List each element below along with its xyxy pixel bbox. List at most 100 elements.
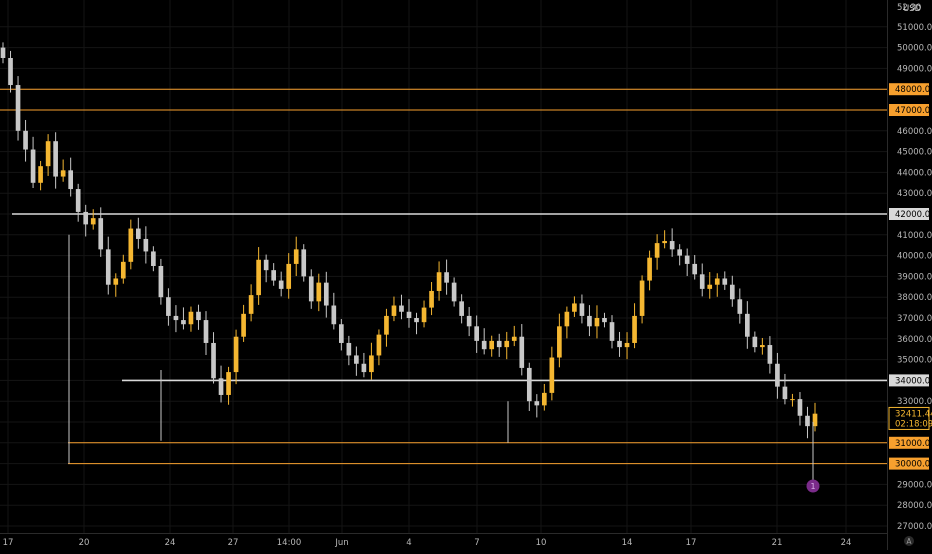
candle-body	[511, 336, 517, 341]
candle-body	[369, 355, 374, 373]
time-axis[interactable]: 17 20 24 27 14:00 Jun 4 7 10 14 17 21 24 A	[3, 536, 914, 548]
candle-body	[60, 170, 66, 177]
level-badge-bg	[889, 104, 929, 116]
price-tick-label: 46000.00	[897, 127, 932, 137]
candle-body	[188, 311, 194, 325]
candle-body	[196, 311, 201, 321]
candle-body	[339, 324, 344, 343]
candle-body	[459, 301, 464, 316]
candle-body	[181, 320, 186, 325]
candle-body	[617, 340, 622, 348]
candle-body	[436, 272, 442, 291]
level-badge-label: 48000.00	[895, 85, 932, 95]
currency-label: USD	[903, 4, 922, 14]
candle-body	[136, 228, 141, 239]
candle-body	[451, 282, 457, 302]
candle-body	[714, 278, 720, 285]
candle-body	[233, 336, 239, 373]
candle-body	[579, 303, 585, 316]
candle-body	[752, 336, 758, 348]
candle-body	[263, 259, 269, 271]
time-tick-label: 24	[841, 538, 852, 548]
price-tick-label: 35000.00	[897, 356, 932, 366]
price-tick-label: 41000.00	[897, 231, 932, 241]
candle-body	[594, 318, 600, 327]
candle-body	[729, 284, 735, 300]
candle-body	[549, 357, 555, 393]
level-badge-bg	[889, 457, 929, 470]
auto-scale-button[interactable]: A	[904, 536, 914, 546]
candle-body	[684, 255, 690, 264]
candle-body	[226, 372, 231, 395]
candle-body	[23, 130, 28, 150]
candle-body	[361, 363, 367, 373]
candle-body	[662, 241, 667, 244]
candle-body	[203, 320, 209, 343]
candle-body	[248, 295, 254, 314]
candle-body	[692, 263, 698, 275]
candle-body	[158, 266, 164, 298]
candle-body	[98, 218, 104, 250]
candle-body	[587, 315, 592, 327]
candle-body	[504, 340, 510, 348]
level-badge[interactable]: 48000.00	[889, 83, 932, 96]
candle-body	[166, 297, 171, 316]
candle-body	[572, 303, 577, 312]
time-tick-label: 17	[686, 538, 697, 548]
level-badge[interactable]: 42000.00	[889, 208, 932, 220]
candle-body	[113, 278, 119, 285]
candle-body	[602, 318, 607, 323]
candle-body	[647, 257, 652, 281]
candle-body	[399, 305, 404, 312]
countdown-label: 02:18:09	[895, 419, 932, 429]
candle-body	[30, 149, 36, 183]
candle-body	[38, 166, 43, 183]
candle-body	[45, 141, 51, 167]
marker-circle	[806, 479, 820, 493]
price-tick-label: 28000.00	[897, 501, 932, 511]
candle-body	[143, 238, 149, 252]
candle-body	[632, 315, 637, 343]
price-tick-label: 29000.00	[897, 480, 932, 490]
candle-body	[128, 228, 134, 262]
price-tick-label-partial: 52 30	[897, 3, 921, 13]
candle-body	[534, 401, 540, 406]
candle-body	[782, 386, 788, 400]
horizontal-levels	[0, 88, 887, 465]
time-tick-label: 14	[622, 538, 633, 548]
level-badge[interactable]: 47000.00	[889, 104, 932, 116]
time-tick-label: 14:00	[277, 538, 302, 548]
time-tick-label: 4	[406, 538, 411, 548]
candle-body	[241, 313, 246, 337]
candle-body	[519, 336, 525, 368]
candle-body	[429, 290, 434, 308]
candle-body	[722, 278, 728, 285]
candle-body	[316, 282, 322, 302]
candle-body	[669, 241, 675, 250]
price-tick-label: 36000.00	[897, 335, 932, 345]
price-tick-label: 33000.00	[897, 397, 932, 407]
candle-body	[271, 270, 276, 281]
candle-body	[564, 311, 570, 327]
current-price-bg	[888, 406, 930, 430]
candle-body	[384, 315, 389, 335]
auto-scale-button-bg	[904, 536, 914, 546]
candle-body	[421, 307, 427, 323]
candle-body	[301, 249, 307, 277]
level-badge[interactable]: 31000.00	[889, 436, 932, 449]
candle-body	[797, 399, 803, 416]
candle-body	[323, 282, 329, 306]
level-badge[interactable]: 30000.00	[889, 457, 932, 470]
candle-body	[812, 413, 818, 427]
price-tick-label: 27000.00	[897, 522, 932, 532]
candle-body	[489, 340, 495, 350]
candle-body	[286, 263, 292, 289]
price-tick-label: 44000.00	[897, 168, 932, 178]
level-badge[interactable]: 34000.00	[889, 374, 932, 387]
time-tick-label: 7	[474, 538, 479, 548]
candle-body	[391, 305, 397, 316]
event-marker[interactable]: 1	[806, 479, 820, 493]
